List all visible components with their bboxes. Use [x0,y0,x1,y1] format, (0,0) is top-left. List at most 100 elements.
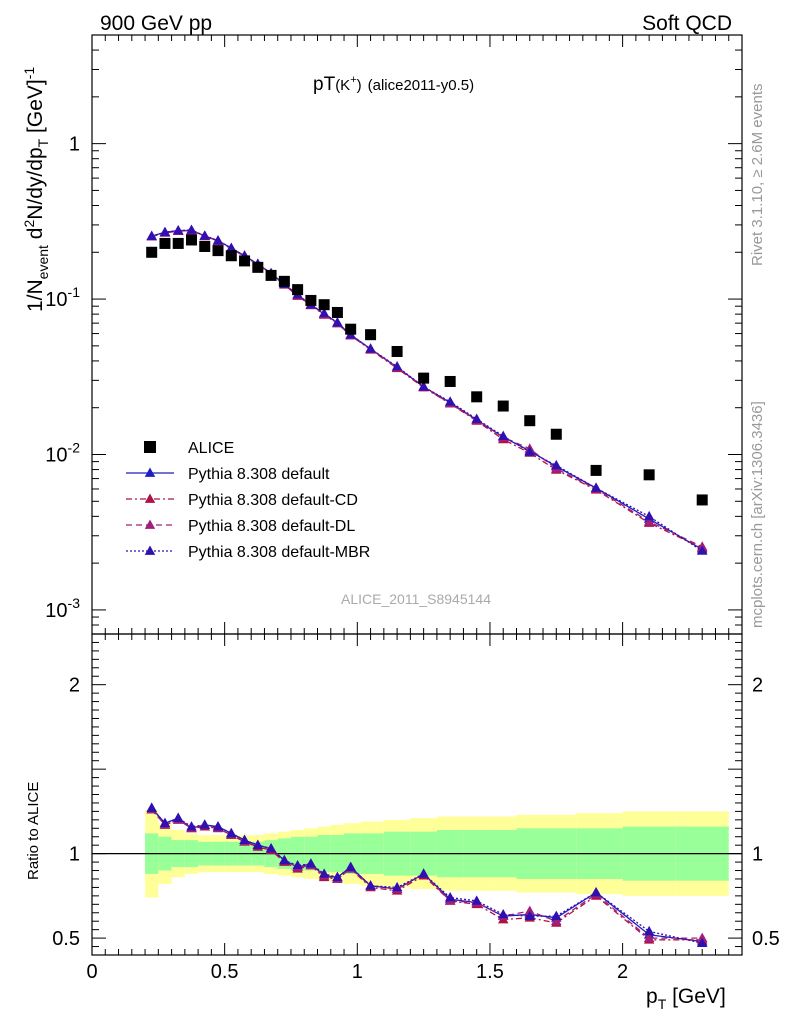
series-point-mbr [332,317,343,327]
ratio-point-mbr [172,812,184,823]
ratio-tick-label-right: 2 [752,675,763,697]
series-point-mbr [146,230,157,240]
alice-data-point [590,464,602,476]
legend-marker-dl [144,519,156,529]
title-tag: (alice2011-y0.5) [368,77,474,94]
ylabel-p3sub: T [35,138,51,147]
alice-data-point [212,245,224,257]
ratio-point-mbr [365,880,376,890]
axes: 0 0.5 1 1.5 2 10-3 10-2 10-1 1 0.5 0.5 1 1 2 2 [45,34,780,983]
title-close: ) [357,77,362,94]
legend-label-cd: Pythia 8.308 default-CD [188,492,358,509]
ratio-point-mbr [696,937,708,948]
alice-data [146,234,708,506]
ratio-tick-label-left: 1 [69,844,80,866]
series-point-mbr [497,430,509,441]
title-particle: (K [335,77,350,94]
series-point-mbr [226,242,237,252]
alice-data-point [643,469,655,481]
legend-marker-cd [144,493,156,503]
alice-data-point [444,375,456,387]
alice-data-point [292,284,304,296]
alice-data-point [345,323,357,335]
alice-data-point [524,415,536,427]
x-axis-label: pT [GeV] [646,985,726,1012]
ratio-point-mbr [524,910,535,920]
ratio-point-mbr [391,881,403,892]
legend-label-default: Pythia 8.308 default [188,466,330,483]
mcplots-label: mcplots.cern.ch [arXiv:1306.3436] [749,401,766,628]
x-tick-label: 1 [352,961,363,983]
alice-data-point [471,391,483,403]
ratio-point-mbr [471,895,482,905]
header-right: Soft QCD [642,12,732,35]
ratio-point-mbr [252,839,264,850]
series-line-dl [151,229,703,548]
series-point-mbr [159,226,171,237]
alice-data-point [239,255,251,267]
ylabel-p4sup: -1 [21,67,37,80]
ratio-point-mbr [146,802,157,812]
series-point-mbr [212,235,224,245]
series-point-mbr [172,225,184,235]
rivet-label: Rivet 3.1.10, ≥ 2.6M events [749,84,766,267]
ratio-point-mbr [199,819,210,829]
analysis-watermark: ALICE_2011_S8945144 [341,591,491,607]
alice-data-point [305,294,317,306]
mc-series [146,224,708,948]
alice-data-point [252,261,264,273]
alice-data-point [365,329,377,341]
ratio-point-mbr [212,821,224,831]
alice-data-point [418,372,430,384]
legend-marker-data [144,441,156,453]
series-point-mbr [365,343,376,353]
alice-data-point [265,269,277,281]
uncertainty-band [92,809,742,898]
ratio-point-mbr [418,868,429,878]
ratio-point-mbr [444,892,456,902]
ratio-point-mbr [318,868,330,878]
ratio-point-mbr [497,908,509,919]
ylabel-p1: 1/N [24,279,47,312]
xlabel-main: p [646,985,658,1008]
legend-label-dl: Pythia 8.308 default-DL [188,518,355,535]
ratio-point-mbr [551,910,562,920]
ylabel-p3: N/dy/dp [24,147,47,219]
legend-label-data: ALICE [188,440,234,457]
alice-data-point [225,250,237,262]
alice-data-point [159,237,171,249]
series-point-dl [643,516,655,526]
ratio-point-dl [643,932,655,942]
ratio-point-mbr [305,858,317,868]
header-left: 900 GeV pp [100,12,212,35]
ratio-point-mbr [345,861,356,871]
y-tick-label: 10-2 [45,439,80,466]
series-point-mbr [418,381,429,391]
alice-data-point [497,400,509,412]
y-tick-label: 10-3 [45,595,80,622]
alice-data-point [146,246,158,258]
ratio-panel-frame [91,633,743,956]
ratio-point-mbr [279,854,290,865]
ratio-point-dl [551,915,562,926]
alice-data-point [696,494,708,506]
ratio-tick-label-right: 1 [752,844,763,866]
x-tick-label: 0.5 [211,961,239,983]
series-point-mbr [551,459,562,470]
y-tick-label: 10-1 [45,284,80,311]
ratio-tick-label-left: 0.5 [52,928,80,950]
ratio-line-dl [151,809,703,939]
xlabel-unit: [GeV] [666,985,726,1008]
series-point-mbr [696,545,708,555]
alice-data-point [331,306,343,318]
ratio-point-mbr [332,871,343,882]
series-point-mbr [444,396,456,406]
alice-data-point [199,240,211,252]
legend-marker-mbr [144,545,156,555]
x-tick-label: 2 [617,961,628,983]
ylabel-p1sub: event [35,245,51,279]
series-point-mbr [186,224,197,234]
y-tick-label: 1 [69,134,80,156]
ratio-point-mbr [292,859,303,870]
